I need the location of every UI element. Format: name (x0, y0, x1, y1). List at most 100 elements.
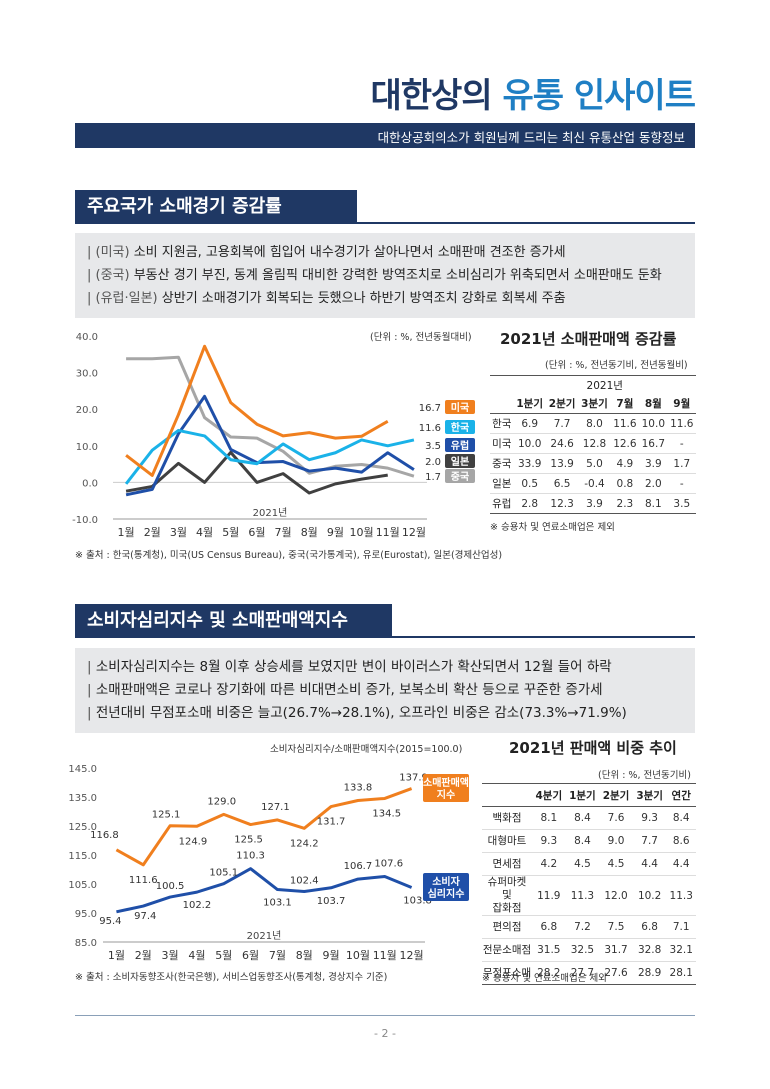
y-tick-label: 20.0 (76, 405, 98, 416)
table-cell: 12.8 (578, 433, 611, 454)
table-cell: 4.5 (565, 852, 600, 876)
section1-source: ※ 출처 : 한국(통계청), 미국(US Census Bureau), 중국… (75, 550, 503, 561)
x-tick-label: 8월 (301, 526, 318, 539)
section2-summary: | 소비자심리지수는 8월 이후 상승세를 보였지만 변이 바이러스가 확산되면… (75, 648, 695, 733)
y-tick-label: -10.0 (72, 515, 98, 526)
table-cell: 8.4 (666, 806, 696, 830)
legend-badge (445, 400, 475, 414)
data-label: 111.6 (129, 875, 158, 886)
y-tick-label: 40.0 (76, 332, 98, 343)
x-tick-label: 3월 (162, 949, 179, 962)
table-col-header: 4분기 (532, 783, 566, 807)
section2-bullet: | 전년대비 무점포소매 비중은 늘고(26.7%→28.1%), 오프라인 비… (87, 705, 627, 721)
x-tick-label: 7월 (269, 949, 286, 962)
page-title-a: 대한상의 (370, 76, 493, 116)
table-row: 중국 33.9 13.9 5.0 4.9 3.9 1.7 (490, 453, 696, 474)
legend-badge (445, 420, 475, 434)
table-col-header: 7월 (610, 394, 640, 414)
table-corner (482, 783, 532, 807)
table-row-label: 전문소매점 (482, 938, 532, 962)
section2-bullet: | 소매판매액은 코로나 장기화에 따른 비대면소비 증가, 보복소비 확산 등… (87, 682, 603, 698)
table-cell: 7.7 (632, 829, 667, 853)
table-cell: 32.1 (666, 938, 696, 962)
x-tick-label: 2월 (144, 526, 161, 539)
table-cell: 7.1 (666, 915, 696, 939)
legend-label: 일본 (451, 455, 469, 468)
x-tick-label: 6월 (248, 526, 265, 539)
data-label: 103.1 (263, 898, 292, 909)
table-row: 슈퍼마켓 및 잡화점 11.9 11.3 12.0 10.2 11.3 (482, 875, 696, 916)
table-col-header: 1분기 (565, 783, 600, 807)
data-label: 102.2 (183, 900, 212, 911)
table2-note: ※ 승용차 및 연료소매업은 제외 (482, 973, 607, 984)
data-label: 100.5 (156, 881, 185, 892)
table-cell: 7.7 (545, 413, 579, 434)
section2-title: 소비자심리지수 및 소매판매액지수 (75, 604, 392, 638)
table-col-header: 2분기 (545, 394, 579, 414)
table-row-label: 면세점 (482, 852, 532, 876)
data-label: 133.8 (344, 782, 373, 793)
legend-badge (445, 454, 475, 468)
x-tick-label: 7월 (275, 526, 292, 539)
data-label: 107.6 (374, 858, 403, 869)
table-row-label: 미국 (490, 433, 514, 454)
table-row: 한국 6.9 7.7 8.0 11.6 10.0 11.6 (490, 413, 696, 434)
table-cell: -0.4 (578, 473, 611, 494)
table-row-label: 유럽 (490, 493, 514, 514)
x-tick-label: 8월 (296, 949, 313, 962)
x-tick-label: 4월 (188, 949, 205, 962)
y-tick-label: 115.0 (68, 851, 97, 862)
table-row-label: 백화점 (482, 806, 532, 830)
table-cell: 9.0 (599, 829, 633, 853)
table-cell: 24.6 (545, 433, 579, 454)
table-col-header: 8월 (639, 394, 668, 414)
data-label: 95.4 (99, 916, 121, 927)
table-cell: 3.5 (667, 493, 696, 514)
legend-label: 유럽 (451, 439, 469, 452)
table-cell: 11.3 (666, 875, 696, 916)
table-row: 일본 0.5 6.5 -0.4 0.8 2.0- (490, 473, 696, 494)
table-cell: 32.8 (632, 938, 667, 962)
section1-bullet: | (중국) 부동산 경기 부진, 동계 올림픽 대비한 강력한 방역조치로 소… (87, 268, 662, 283)
data-label: 110.3 (236, 851, 265, 862)
table-cell: 8.1 (639, 493, 668, 514)
legend-badge (423, 774, 469, 802)
table-cell: 2.0 (639, 473, 668, 494)
table-row-label: 중국 (490, 453, 514, 474)
x-tick-label: 4월 (196, 526, 213, 539)
series-line-중국 (126, 355, 415, 478)
table-cell: 33.9 (513, 453, 546, 474)
table1-note: ※ 승용차 및 연료소매업은 제외 (490, 522, 615, 533)
series-line (116, 867, 413, 914)
table-cell: 11.9 (532, 875, 566, 916)
table-cell: 31.5 (532, 938, 566, 962)
table-cell: 9.3 (632, 806, 667, 830)
section1-bullet: | (미국) 소비 지원금, 고용회복에 힘입어 내수경기가 살아나면서 소매판… (87, 245, 566, 260)
table-corner (490, 394, 514, 414)
x-axis-title: 2021년 (253, 507, 288, 519)
table-cell: 6.8 (632, 915, 667, 939)
data-label: 129.0 (207, 796, 236, 807)
table-corner (490, 375, 514, 394)
section2-divider (75, 636, 695, 638)
legend-badge (423, 873, 469, 901)
table-cell: 27.7 (565, 961, 600, 985)
legend-label: 중국 (451, 471, 469, 483)
table-cell: 12.6 (610, 433, 640, 454)
data-label: 127.1 (261, 802, 290, 813)
data-label: 134.5 (372, 808, 401, 819)
y-tick-label: 30.0 (76, 369, 98, 380)
table-cell: 28.1 (666, 961, 696, 985)
data-label: 103.7 (317, 896, 346, 907)
table-cell: 11.6 (610, 413, 640, 434)
legend-label: 지수 (437, 788, 455, 801)
x-tick-label: 1월 (118, 526, 135, 539)
x-tick-label: 10월 (346, 949, 370, 962)
page-number: - 2 - (374, 1027, 396, 1040)
table-cell: 27.6 (599, 961, 633, 985)
table-row-label: 슈퍼마켓 및 잡화점 (482, 875, 532, 916)
series-end-value: 1.7 (425, 472, 441, 483)
section1-summary: | (미국) 소비 지원금, 고용회복에 힘입어 내수경기가 살아나면서 소매판… (75, 233, 695, 318)
x-tick-label: 12월 (400, 949, 424, 962)
table-cell: 8.6 (666, 829, 696, 853)
